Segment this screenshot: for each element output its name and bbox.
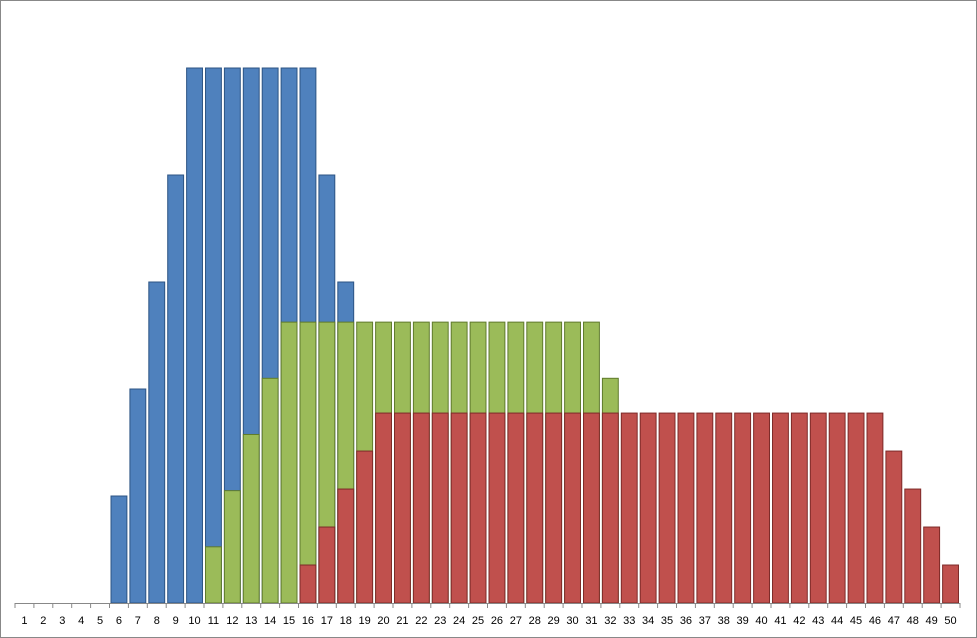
bar (110, 495, 128, 604)
x-tick-label: 47 (888, 615, 900, 627)
bar (734, 412, 752, 604)
x-tick-label: 3 (59, 615, 65, 627)
bar (658, 412, 676, 604)
x-tick-label: 8 (154, 615, 160, 627)
x-tick-label: 6 (116, 615, 122, 627)
x-tick-label: 12 (226, 615, 238, 627)
x-tick-label: 35 (661, 615, 673, 627)
x-tick-label: 42 (793, 615, 805, 627)
bar (583, 412, 600, 604)
bar (715, 412, 733, 604)
bar (753, 412, 770, 604)
x-tick-label: 40 (755, 615, 767, 627)
x-tick-label: 4 (78, 615, 84, 627)
bar (205, 67, 222, 604)
x-tick-label: 5 (97, 615, 103, 627)
x-tick-label: 29 (548, 615, 560, 627)
bar (809, 412, 827, 604)
x-tick-label: 26 (491, 615, 503, 627)
bar (488, 412, 506, 604)
bar (772, 412, 789, 604)
bar (261, 377, 279, 604)
bar (790, 412, 808, 604)
x-tick-label: 34 (642, 615, 654, 627)
bar (866, 412, 884, 604)
bar (186, 67, 203, 604)
bar (696, 412, 714, 604)
x-tick-label: 43 (812, 615, 824, 627)
bar (885, 450, 903, 604)
x-tick-label: 48 (907, 615, 919, 627)
x-tick-label: 15 (283, 615, 295, 627)
x-tick-label: 21 (396, 615, 408, 627)
bar (337, 488, 355, 604)
bar (828, 412, 846, 604)
bar (431, 412, 449, 604)
bar (923, 526, 941, 604)
x-tick-label: 9 (173, 615, 179, 627)
bar (507, 412, 525, 604)
x-tick-label: 27 (510, 615, 522, 627)
x-tick-label: 31 (585, 615, 597, 627)
bar (601, 412, 619, 604)
bar (242, 433, 260, 604)
x-tick-label: 2 (40, 615, 46, 627)
x-tick-label: 19 (359, 615, 371, 627)
x-tick-label: 46 (869, 615, 881, 627)
x-tick-label: 28 (529, 615, 541, 627)
bar (129, 388, 147, 604)
x-tick-label: 45 (850, 615, 862, 627)
x-tick-label: 50 (944, 615, 956, 627)
bar (450, 412, 468, 604)
x-tick-label: 10 (188, 615, 200, 627)
bar (318, 526, 336, 604)
bar (280, 321, 298, 604)
x-tick-label: 22 (415, 615, 427, 627)
x-tick-label: 14 (264, 615, 276, 627)
bar (526, 412, 544, 604)
x-tick-label: 30 (566, 615, 578, 627)
bar (847, 412, 865, 604)
bar (412, 412, 430, 604)
x-tick-label: 17 (321, 615, 333, 627)
bar (677, 412, 695, 604)
x-tick-label: 39 (737, 615, 749, 627)
bar (223, 490, 241, 604)
x-tick-label: 23 (434, 615, 446, 627)
bar (620, 412, 638, 604)
bar (564, 412, 581, 604)
bar (148, 281, 166, 604)
x-tick-label: 38 (718, 615, 730, 627)
bar (205, 546, 222, 604)
x-tick-label: 24 (453, 615, 465, 627)
bar (167, 174, 185, 604)
x-tick-label: 36 (680, 615, 692, 627)
x-tick-label: 41 (774, 615, 786, 627)
x-tick-label: 1 (21, 615, 27, 627)
bar (356, 450, 374, 604)
bar (545, 412, 563, 604)
bar (299, 321, 317, 604)
x-tick-label: 11 (208, 615, 219, 627)
bar (942, 564, 959, 604)
bar (375, 412, 392, 604)
bar (639, 412, 657, 604)
x-tick-label: 33 (623, 615, 635, 627)
x-tick-label: 25 (472, 615, 484, 627)
x-tick-label: 16 (302, 615, 314, 627)
x-tick-label: 44 (831, 615, 843, 627)
x-tick-label: 7 (135, 615, 141, 627)
x-tick-label: 49 (926, 615, 938, 627)
x-tick-label: 37 (699, 615, 711, 627)
bar (904, 488, 922, 604)
x-tick-label: 13 (245, 615, 257, 627)
x-tick-label: 18 (340, 615, 352, 627)
x-tick-label: 32 (604, 615, 616, 627)
bar (394, 412, 411, 604)
x-tick-label: 20 (377, 615, 389, 627)
bar (299, 564, 317, 604)
bar (469, 412, 487, 604)
